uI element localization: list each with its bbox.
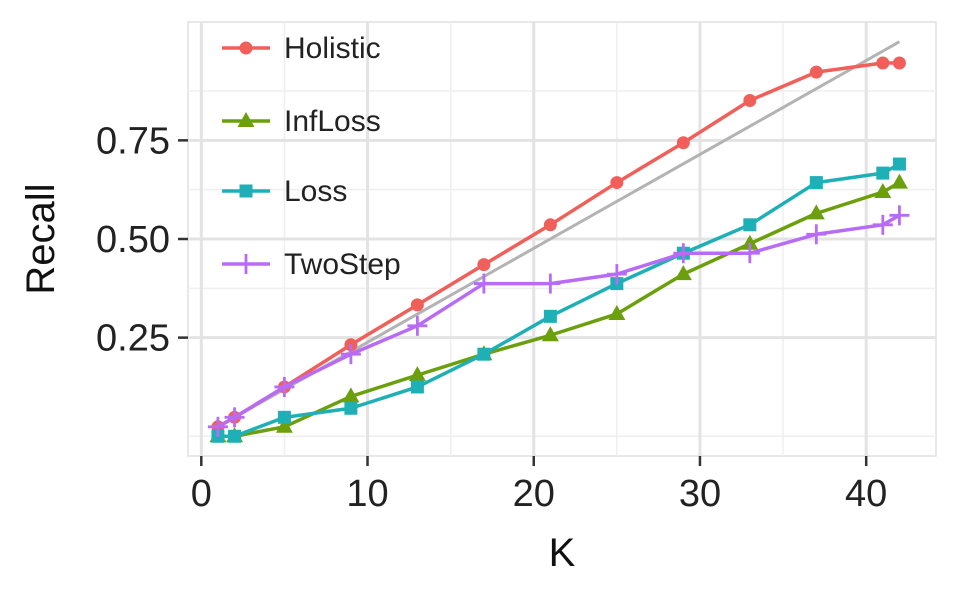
data-point-infloss [890,173,908,189]
data-point-holistic [743,94,757,108]
y-axis-title: Recall [19,183,63,294]
data-point-twostep [207,416,228,437]
legend-item-infloss: InfLoss [222,105,381,138]
legend-marker-holistic [239,41,253,55]
data-point-infloss [608,304,626,320]
data-point-infloss [741,234,759,250]
data-point-twostep [540,273,561,294]
legend: Holistic InfLoss Loss TwoStep [222,32,401,281]
data-point-holistic [676,136,690,150]
data-point-holistic [543,218,557,232]
data-point-loss [477,347,491,361]
data-point-loss [743,218,757,232]
data-point-holistic [876,56,890,70]
data-point-twostep [889,205,910,226]
data-point-infloss [275,417,293,433]
legend-item-holistic: Holistic [222,32,381,65]
x-tick-label: 0 [191,473,212,515]
series-layer [207,56,910,443]
data-point-twostep [806,224,827,245]
data-point-infloss [874,183,892,199]
axes: 0 10 20 30 40 0.25 0.50 0.75 [96,120,887,515]
legend-marker-loss [239,184,253,198]
x-tick-label: 20 [513,473,555,515]
data-point-twostep [407,315,428,336]
data-point-loss [543,309,557,323]
data-point-twostep [739,243,760,264]
data-point-infloss [807,204,825,220]
x-tick-label: 40 [845,473,887,515]
data-point-loss [410,380,424,394]
data-point-loss [892,157,906,171]
data-point-holistic [809,65,823,79]
data-point-loss [344,401,358,415]
data-point-loss [809,176,823,190]
data-point-infloss [342,387,360,403]
data-point-holistic [410,298,424,312]
data-point-loss [876,166,890,180]
data-point-twostep [274,376,295,397]
legend-label-loss: Loss [284,175,347,208]
y-tick-label: 0.25 [96,318,170,360]
legend-marker-infloss [237,112,255,127]
data-point-loss [277,410,291,424]
data-point-twostep [224,407,245,428]
x-tick-label: 30 [679,473,721,515]
data-point-twostep [673,243,694,264]
x-axis-title: K [549,531,576,575]
legend-marker-twostep [236,254,256,274]
data-point-twostep [872,214,893,235]
data-point-infloss [674,265,692,281]
data-point-holistic [610,176,624,190]
data-point-loss [228,429,242,443]
data-point-holistic [892,56,906,70]
legend-item-loss: Loss [222,175,347,208]
data-point-twostep [473,273,494,294]
y-tick-label: 0.50 [96,219,170,261]
data-point-infloss [408,366,426,382]
legend-label-holistic: Holistic [284,32,381,65]
data-point-holistic [477,258,491,272]
legend-item-twostep: TwoStep [222,248,401,281]
legend-label-infloss: InfLoss [284,105,381,138]
data-point-twostep [606,264,627,285]
data-point-twostep [340,344,361,365]
series-twostep [207,205,910,437]
x-tick-label: 10 [346,473,388,515]
y-tick-label: 0.75 [96,120,170,162]
data-point-infloss [541,326,559,342]
legend-label-twostep: TwoStep [284,248,401,281]
